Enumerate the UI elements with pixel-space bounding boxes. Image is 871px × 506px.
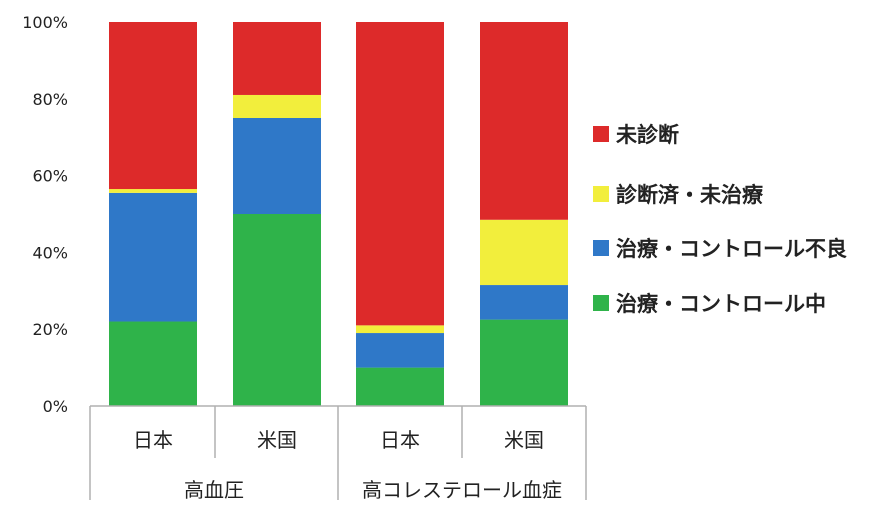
legend-label: 治療・コントロール中 [616, 292, 826, 316]
bar-segment [233, 22, 321, 95]
y-tick-label: 20% [32, 320, 68, 339]
group-label: 高血圧 [184, 478, 244, 502]
legend-label: 未診断 [616, 123, 679, 147]
bar-segment [109, 192, 197, 322]
legend-swatch [593, 126, 609, 142]
bars [109, 22, 568, 406]
legend-swatch [593, 186, 609, 202]
bar-segment [480, 285, 568, 320]
group-label: 高コレステロール血症 [362, 478, 562, 502]
bar-segment [233, 214, 321, 406]
y-tick-label: 60% [32, 167, 68, 186]
y-tick-label: 0% [43, 397, 68, 416]
y-tick-label: 80% [32, 90, 68, 109]
category-label: 米国 [504, 428, 544, 452]
bar-segment [480, 22, 568, 220]
category-label: 日本 [380, 428, 420, 452]
y-tick-label: 40% [32, 243, 68, 262]
bar-segment [356, 22, 444, 326]
legend-swatch [593, 240, 609, 256]
bar-segment [233, 118, 321, 214]
legend-label: 治療・コントロール不良 [616, 237, 847, 261]
bar-segment [109, 321, 197, 406]
legend-label: 診断済・未治療 [616, 183, 764, 207]
bar-segment [356, 325, 444, 334]
bar-segment [356, 367, 444, 406]
bar-segment [480, 219, 568, 286]
bar-segment [109, 189, 197, 193]
bar-segment [480, 319, 568, 406]
bar-segment [356, 333, 444, 368]
y-axis: 0% 20% 40% 60% 80% 100% [22, 13, 68, 416]
category-label: 日本 [133, 428, 173, 452]
y-tick-label: 100% [22, 13, 68, 32]
bar-segment [233, 94, 321, 118]
bar-segment [109, 22, 197, 190]
legend-swatch [593, 295, 609, 311]
category-label: 米国 [257, 428, 297, 452]
